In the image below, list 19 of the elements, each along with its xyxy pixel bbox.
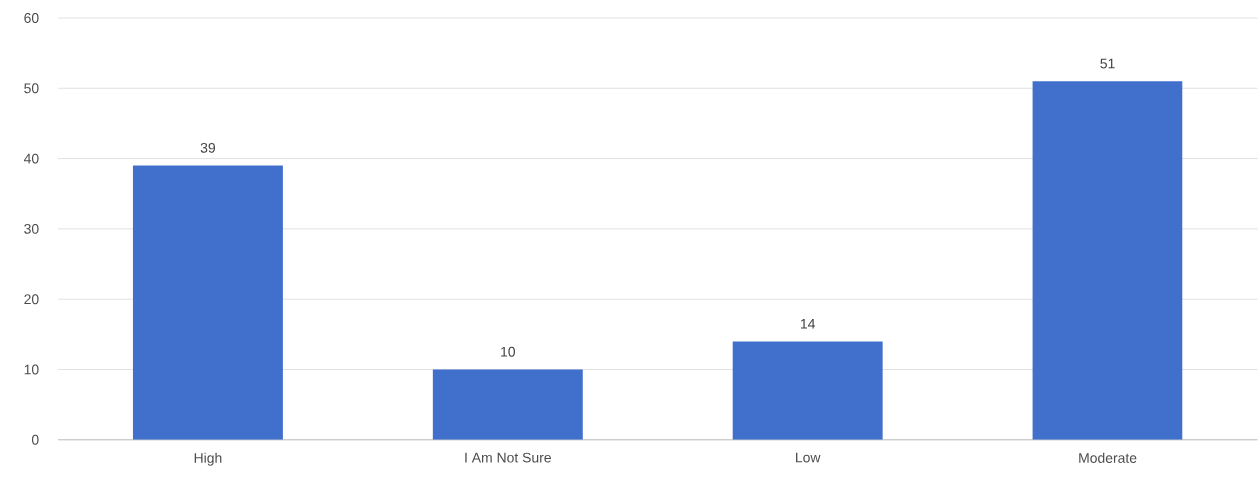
data-label: 14 <box>800 319 816 329</box>
data-label: 39 <box>200 142 216 153</box>
bar <box>432 369 583 440</box>
x-tick-label: Low <box>796 452 821 463</box>
data-label: 10 <box>501 346 516 357</box>
y-tick-label: 10 <box>24 364 39 375</box>
data-label: 51 <box>1100 58 1115 69</box>
x-tick-label: High <box>194 452 222 466</box>
x-tick-label: Moderate <box>1079 452 1137 463</box>
y-tick-label: 60 <box>24 13 39 24</box>
y-tick-label: 0 <box>31 434 39 445</box>
bar <box>1032 81 1183 440</box>
x-tick-label: I Am Not Sure <box>465 452 551 463</box>
y-tick-label: 20 <box>24 294 39 305</box>
y-tick-label: 50 <box>24 83 39 94</box>
bar <box>732 341 883 440</box>
bar <box>132 165 283 440</box>
y-tick-label: 40 <box>23 153 39 164</box>
y-tick-label: 30 <box>24 224 39 234</box>
